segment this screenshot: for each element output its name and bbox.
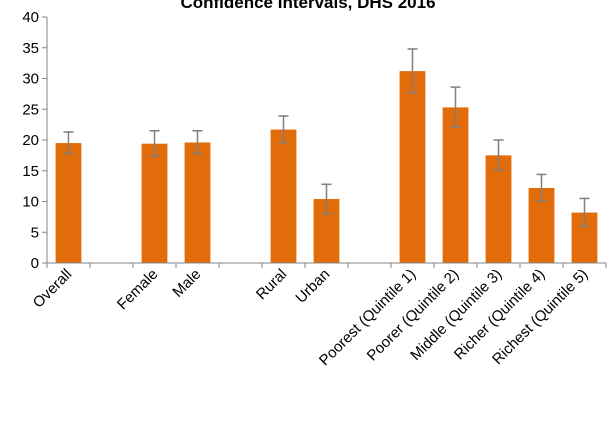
y-tick-label: 10 <box>22 194 39 211</box>
bar <box>184 142 211 263</box>
y-tick-label: 15 <box>22 163 39 180</box>
category-label: Rural <box>253 266 290 303</box>
category-label: Urban <box>292 266 333 307</box>
y-tick-label: 40 <box>22 9 39 26</box>
y-tick-label: 30 <box>22 71 39 88</box>
bars <box>55 71 598 264</box>
bar <box>485 155 512 263</box>
bar <box>442 107 469 263</box>
bar <box>270 129 297 263</box>
bar <box>55 143 82 263</box>
chart-title: Confidence Intervals, DHS 2016 <box>180 0 436 12</box>
category-label: Overall <box>30 266 76 312</box>
category-label: Female <box>114 266 161 313</box>
error-bars <box>63 48 590 227</box>
y-tick-label: 25 <box>22 101 39 118</box>
y-tick-label: 5 <box>31 224 39 241</box>
y-axis: 0 5 10 15 20 25 30 35 40 <box>22 9 48 272</box>
y-tick-label: 0 <box>31 255 39 272</box>
bar <box>399 71 426 264</box>
bar <box>141 143 168 263</box>
category-label: Male <box>169 266 204 301</box>
y-tick-label: 35 <box>22 40 39 57</box>
y-tick-label: 20 <box>22 132 39 149</box>
